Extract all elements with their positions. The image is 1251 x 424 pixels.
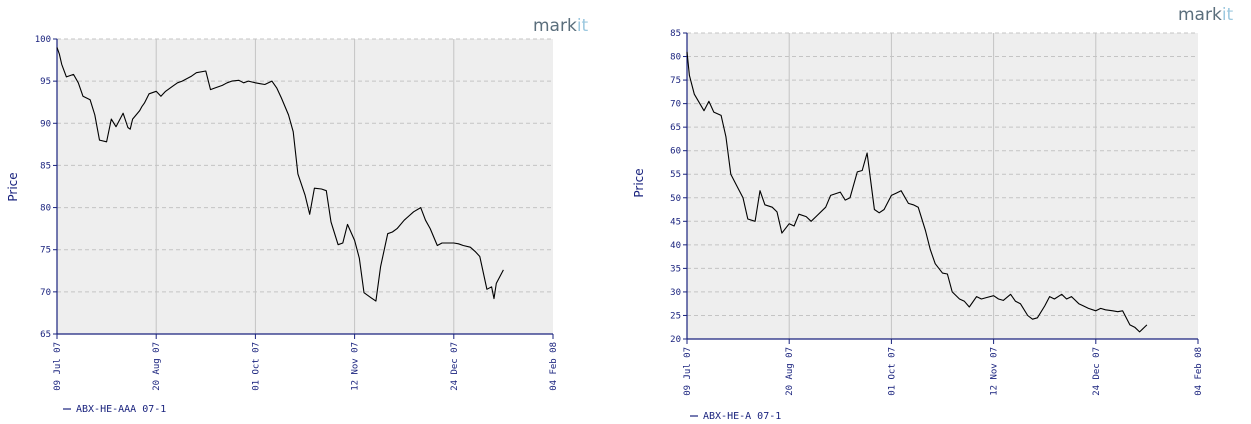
y-tick-label: 85	[670, 29, 681, 39]
aaa-price-line	[56, 47, 504, 302]
x-tick-label: 09 Jul 07	[53, 342, 63, 391]
x-tick-label: 12 Nov 07	[990, 347, 1000, 396]
x-tick-label: 24 Dec 07	[450, 342, 460, 391]
markit-logo: markit	[1178, 5, 1234, 25]
x-tick-label: 20 Aug 07	[785, 347, 795, 396]
plot-area	[687, 33, 1198, 339]
y-tick-label: 75	[670, 76, 681, 86]
y-tick-label: 70	[40, 288, 51, 298]
y-tick-label: 65	[670, 123, 681, 133]
y-tick-label: 45	[670, 217, 681, 227]
y-tick-label: 60	[670, 147, 681, 157]
x-tick-label: 01 Oct 07	[251, 342, 261, 391]
y-tick-label: 95	[40, 77, 51, 87]
y-tick-label: 75	[40, 246, 51, 256]
y-tick-label: 85	[40, 161, 51, 171]
y-tick-label: 35	[670, 264, 681, 274]
abx-aaa-chart: 65 70 75 80 85 90 95 100 09 Jul 07 20 Aug 07 01 Oc…	[6, 16, 589, 415]
legend-label: ABX-HE-AAA 07-1	[76, 404, 166, 415]
y-tick-label: 30	[670, 288, 681, 298]
y-tick-label: 80	[40, 204, 51, 214]
abx-a-chart: 20 25 30 35 40 45 50 55 60 65 70 75 80 85 09 Jul 07 20 …	[632, 5, 1234, 422]
y-tick-label: 80	[670, 53, 681, 63]
y-tick-label: 65	[40, 330, 51, 340]
markit-logo: markit	[533, 16, 589, 36]
y-tick-label: 20	[670, 335, 681, 345]
x-tick-label: 12 Nov 07	[351, 342, 361, 391]
x-tick-label: 24 Dec 07	[1092, 347, 1102, 396]
plot-area	[57, 39, 553, 334]
y-axis-title: Price	[6, 172, 20, 201]
x-tick-label: 09 Jul 07	[683, 347, 693, 396]
y-axis-title: Price	[632, 168, 646, 197]
x-tick-label: 04 Feb 08	[549, 342, 559, 391]
y-tick-label: 40	[670, 241, 681, 251]
y-tick-label: 90	[40, 119, 51, 129]
a-price-line	[686, 51, 1148, 333]
x-tick-label: 20 Aug 07	[152, 342, 162, 391]
y-tick-label: 25	[670, 311, 681, 321]
y-tick-label: 50	[670, 194, 681, 204]
y-tick-label: 100	[35, 35, 51, 45]
x-tick-label: 04 Feb 08	[1194, 347, 1204, 396]
x-tick-label: 01 Oct 07	[887, 347, 897, 396]
legend-label: ABX-HE-A 07-1	[703, 411, 781, 422]
y-tick-label: 55	[670, 170, 681, 180]
y-tick-label: 70	[670, 100, 681, 110]
